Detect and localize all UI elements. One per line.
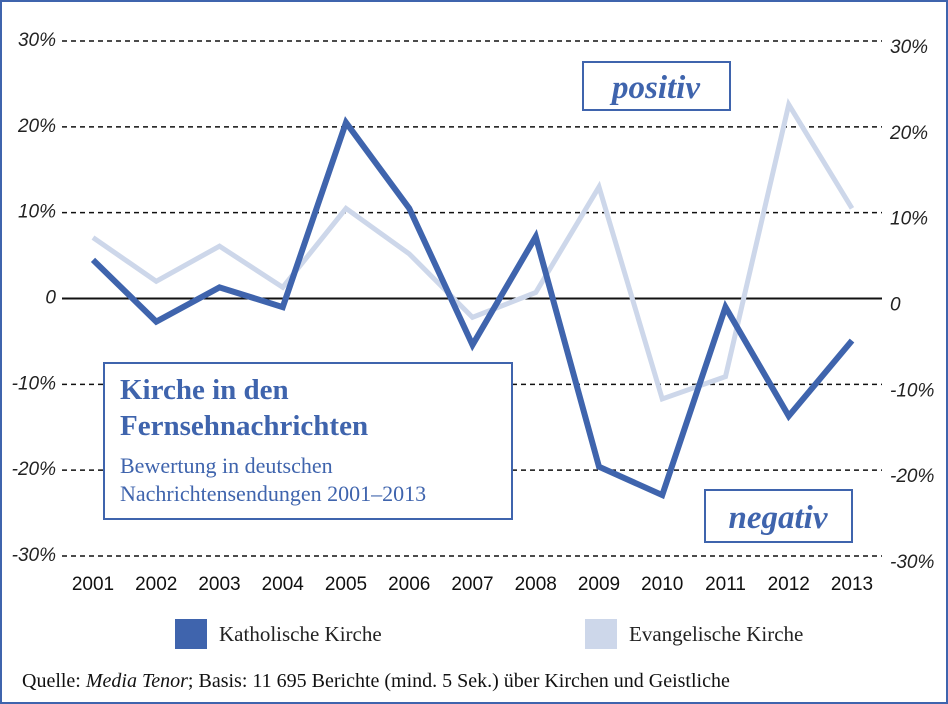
y-tick-label: -30%: [12, 545, 56, 566]
chart-title: Kirche in den Fernsehnachrichten: [120, 374, 369, 442]
legend-swatch: [175, 619, 207, 649]
x-tick-label: 2001: [72, 574, 114, 595]
y-tick-label: 30%: [18, 30, 56, 51]
y-tick-label-right: 20%: [889, 123, 928, 144]
source: Quelle: Media Tenor; Basis: 11 695 Beric…: [22, 670, 730, 693]
x-tick-label: 2008: [515, 574, 557, 595]
y-tick-label-right: 30%: [890, 37, 928, 58]
y-tick-label-right: 0: [890, 295, 901, 316]
annotation: positiv: [609, 70, 700, 106]
inset-box: Kirche in den Fernsehnachrichten Bewertu…: [103, 362, 513, 520]
x-tick-label: 2013: [831, 574, 873, 595]
x-tick-label: 2005: [325, 574, 367, 595]
y-tick-label-right: -10%: [890, 380, 934, 401]
x-tick-label: 2002: [135, 574, 177, 595]
annotation-box: [582, 61, 731, 111]
series-line: [91, 97, 855, 403]
x-tick-label: 2006: [388, 574, 430, 595]
y-tick-label: -20%: [12, 459, 56, 480]
x-tick-label: 2012: [768, 574, 810, 595]
chart-subtitle: Bewertung in deutschen Nachrichtensendun…: [120, 453, 427, 506]
annotation-box: [704, 489, 853, 543]
source-prefix: Quelle:: [22, 670, 86, 692]
legend-label: Katholische Kirche: [219, 622, 382, 646]
series-line: [90, 116, 855, 500]
y-tick-label-right: -30%: [890, 552, 934, 573]
x-tick-label: 2003: [198, 574, 240, 595]
legend-label: Evangelische Kirche: [629, 622, 803, 646]
source-name: Media Tenor: [85, 670, 188, 692]
x-tick-label: 2011: [705, 574, 746, 595]
y-tick-label: 0: [45, 288, 56, 309]
legend-swatch: [585, 619, 617, 649]
x-tick-label: 2007: [451, 574, 493, 595]
x-tick-label: 2009: [578, 574, 620, 595]
annotation: negativ: [729, 500, 828, 536]
x-tick-label: 2010: [641, 574, 683, 595]
source-text: ; Basis: 11 695 Berichte (mind. 5 Sek.) …: [187, 670, 730, 692]
y-tick-label: 10%: [18, 202, 56, 223]
y-tick-label: -10%: [12, 373, 56, 394]
y-tick-label: 20%: [17, 116, 56, 137]
y-tick-label-right: 10%: [890, 209, 928, 230]
x-tick-label: 2004: [262, 574, 305, 595]
y-tick-label-right: -20%: [890, 466, 934, 487]
